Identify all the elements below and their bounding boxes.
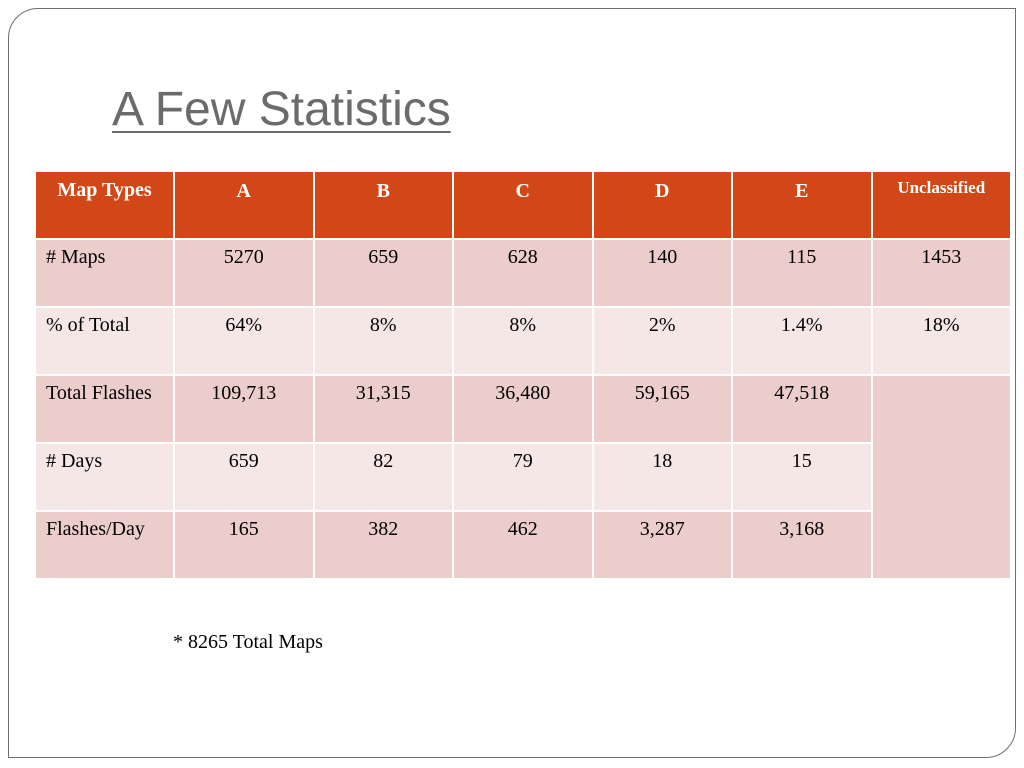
header-map-types: Map Types bbox=[34, 170, 175, 240]
table-cell: 165 bbox=[173, 510, 315, 580]
table-cell: 462 bbox=[452, 510, 594, 580]
table-cell: 1.4% bbox=[731, 306, 873, 376]
table-cell: 36,480 bbox=[452, 374, 594, 444]
table-cell: 3,287 bbox=[591, 510, 733, 580]
header-type-c: C bbox=[452, 170, 594, 240]
table-row-maps: # Maps 5270 659 628 140 115 1453 bbox=[34, 238, 1012, 308]
table-cell: 3,168 bbox=[731, 510, 873, 580]
table-cell: 109,713 bbox=[173, 374, 315, 444]
table-cell: 115 bbox=[731, 238, 873, 308]
row-label: % of Total bbox=[34, 306, 175, 376]
table-cell: 59,165 bbox=[591, 374, 733, 444]
table-row-total-flashes: Total Flashes 109,713 31,315 36,480 59,1… bbox=[34, 374, 1012, 580]
header-type-e: E bbox=[731, 170, 873, 240]
table-cell: 628 bbox=[452, 238, 594, 308]
slide-title: A Few Statistics bbox=[112, 83, 451, 136]
table-cell: 140 bbox=[591, 238, 733, 308]
table-header-row: Map Types A B C D E Unclassified bbox=[34, 170, 1012, 240]
header-type-a: A bbox=[173, 170, 315, 240]
footnote-total-maps: * 8265 Total Maps bbox=[173, 631, 323, 653]
row-label: # Days bbox=[34, 442, 175, 512]
table-cell: 82 bbox=[312, 442, 454, 512]
table-cell: 15 bbox=[731, 442, 873, 512]
row-label: Flashes/Day bbox=[34, 510, 175, 580]
table-cell: 31,315 bbox=[312, 374, 454, 444]
header-unclassified: Unclassified bbox=[870, 170, 1012, 240]
table-cell: 5270 bbox=[173, 238, 315, 308]
table-cell: 659 bbox=[173, 442, 315, 512]
table-row-flashes-per-day: Flashes/Day 165 382 462 3,287 3,168 bbox=[34, 510, 1011, 580]
table-cell: 18 bbox=[591, 442, 733, 512]
row-label: # Maps bbox=[34, 238, 175, 308]
table-row-days: # Days 659 82 79 18 15 bbox=[34, 442, 1011, 512]
table-cell: 382 bbox=[312, 510, 454, 580]
table-cell: 1453 bbox=[870, 238, 1012, 308]
header-type-b: B bbox=[312, 170, 454, 240]
table-cell: 8% bbox=[312, 306, 454, 376]
statistics-table: Map Types A B C D E Unclassified # Maps … bbox=[34, 170, 1012, 580]
table-cell: 64% bbox=[173, 306, 315, 376]
table-cell: 79 bbox=[452, 442, 594, 512]
table-cell: 47,518 bbox=[731, 374, 873, 444]
table-cell: 2% bbox=[591, 306, 733, 376]
unclassified-merged-empty-cell bbox=[870, 374, 1012, 580]
table-cell: 18% bbox=[870, 306, 1012, 376]
header-type-d: D bbox=[591, 170, 733, 240]
table-cell: 8% bbox=[452, 306, 594, 376]
row-label: Total Flashes bbox=[34, 374, 175, 444]
table-row-percent-of-total: % of Total 64% 8% 8% 2% 1.4% 18% bbox=[34, 306, 1012, 376]
table-cell: 659 bbox=[312, 238, 454, 308]
